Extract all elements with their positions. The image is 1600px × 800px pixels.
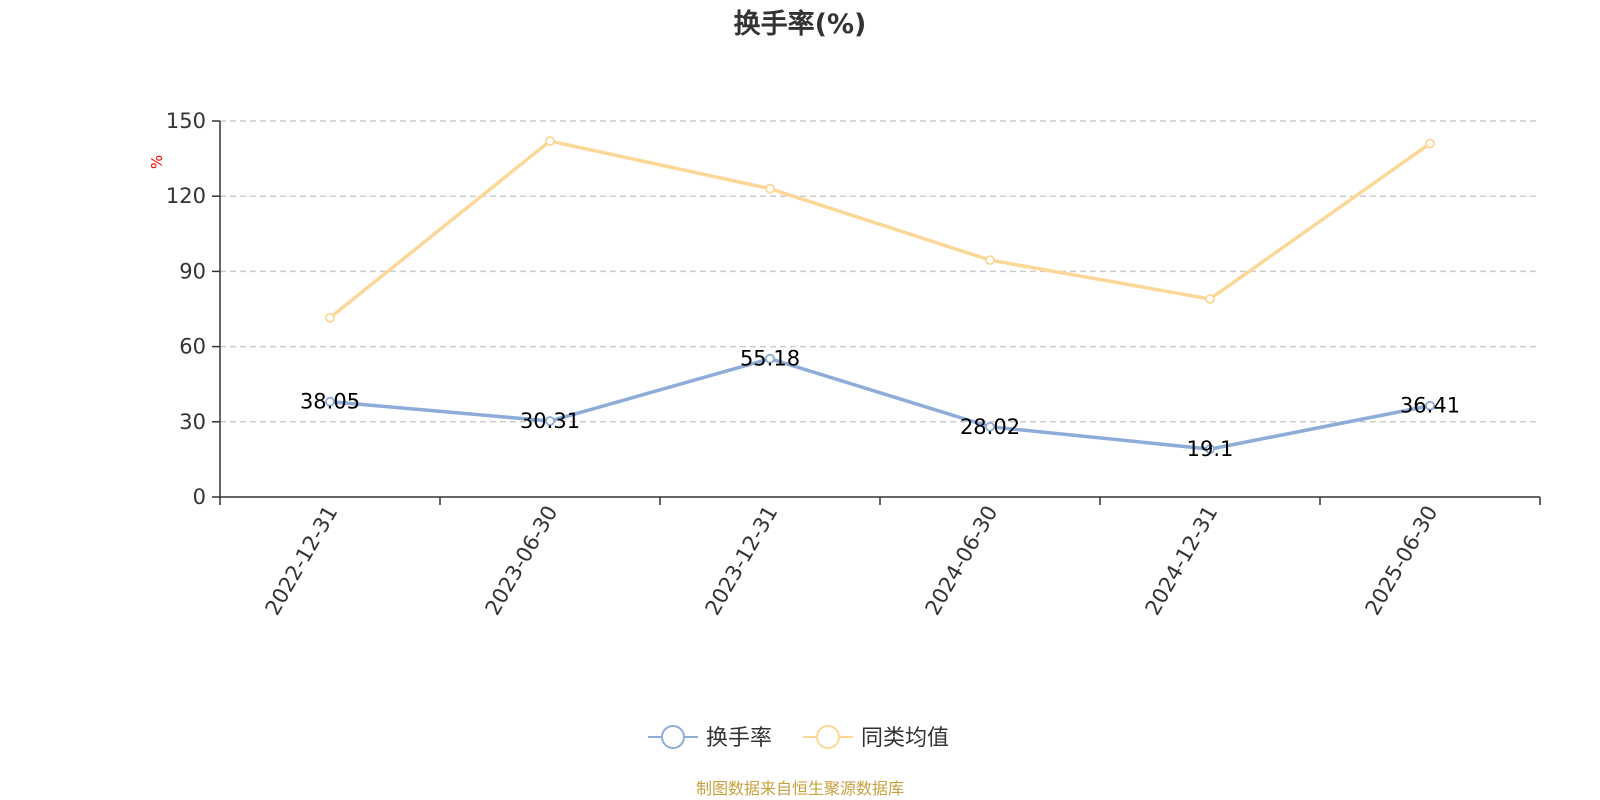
y-tick-label: 120 bbox=[166, 184, 206, 208]
legend-label: 换手率 bbox=[706, 726, 772, 751]
data-point[interactable] bbox=[985, 421, 995, 432]
legend-item-0[interactable]: 换手率 bbox=[648, 725, 772, 751]
axes: 0 30 60 90 120 150 2022-12-31 2023-06-30 2023-12… bbox=[166, 109, 1541, 620]
y-tick-label: 0 bbox=[193, 485, 206, 509]
y-tick-label: 30 bbox=[179, 410, 206, 434]
legend[interactable]: 换手率 同类均值 bbox=[648, 725, 949, 751]
y-tick-label: 60 bbox=[179, 335, 206, 359]
data-point[interactable] bbox=[1425, 138, 1435, 149]
legend-marker bbox=[661, 725, 685, 749]
x-tick-label: 2023-12-31 bbox=[701, 502, 783, 620]
legend-label: 同类均值 bbox=[861, 726, 949, 751]
series-line-1 bbox=[328, 139, 1432, 320]
legend-item-1[interactable]: 同类均值 bbox=[803, 725, 949, 751]
data-labels: 38.05 30.31 55.18 28.02 19.1 36.41 bbox=[300, 347, 1460, 461]
data-point[interactable] bbox=[765, 353, 775, 364]
data-point[interactable] bbox=[545, 136, 555, 146]
series-lines bbox=[325, 136, 1435, 455]
x-tick-label: 2025-06-30 bbox=[1361, 502, 1443, 620]
data-point[interactable] bbox=[1205, 294, 1215, 304]
data-point[interactable] bbox=[325, 312, 335, 323]
data-point[interactable] bbox=[325, 396, 335, 407]
data-label: 30.31 bbox=[520, 409, 580, 433]
chart-title: 换手率(%) bbox=[734, 8, 867, 40]
y-axis-unit-label: % bbox=[148, 155, 166, 169]
legend-marker bbox=[816, 725, 840, 749]
x-tick-label: 2024-12-31 bbox=[1141, 502, 1223, 620]
data-point[interactable] bbox=[985, 255, 995, 266]
data-label: 19.1 bbox=[1187, 437, 1234, 461]
y-tick-label: 90 bbox=[179, 259, 206, 283]
data-label: 28.02 bbox=[960, 415, 1020, 439]
data-point[interactable] bbox=[1425, 400, 1435, 411]
y-tick-label: 150 bbox=[166, 109, 206, 133]
data-label: 38.05 bbox=[300, 390, 360, 414]
series-line-0 bbox=[329, 356, 1431, 451]
data-label: 55.18 bbox=[740, 347, 800, 371]
x-tick-label: 2024-06-30 bbox=[921, 502, 1003, 620]
data-label: 36.41 bbox=[1400, 394, 1460, 418]
x-tick-label: 2023-06-30 bbox=[481, 502, 563, 620]
gridlines bbox=[220, 120, 1540, 423]
data-point[interactable] bbox=[765, 183, 775, 194]
x-tick-label: 2022-12-31 bbox=[261, 502, 343, 620]
source-note: 制图数据来自恒生聚源数据库 bbox=[696, 779, 904, 798]
data-point[interactable] bbox=[1205, 444, 1215, 455]
data-point[interactable] bbox=[545, 416, 555, 426]
